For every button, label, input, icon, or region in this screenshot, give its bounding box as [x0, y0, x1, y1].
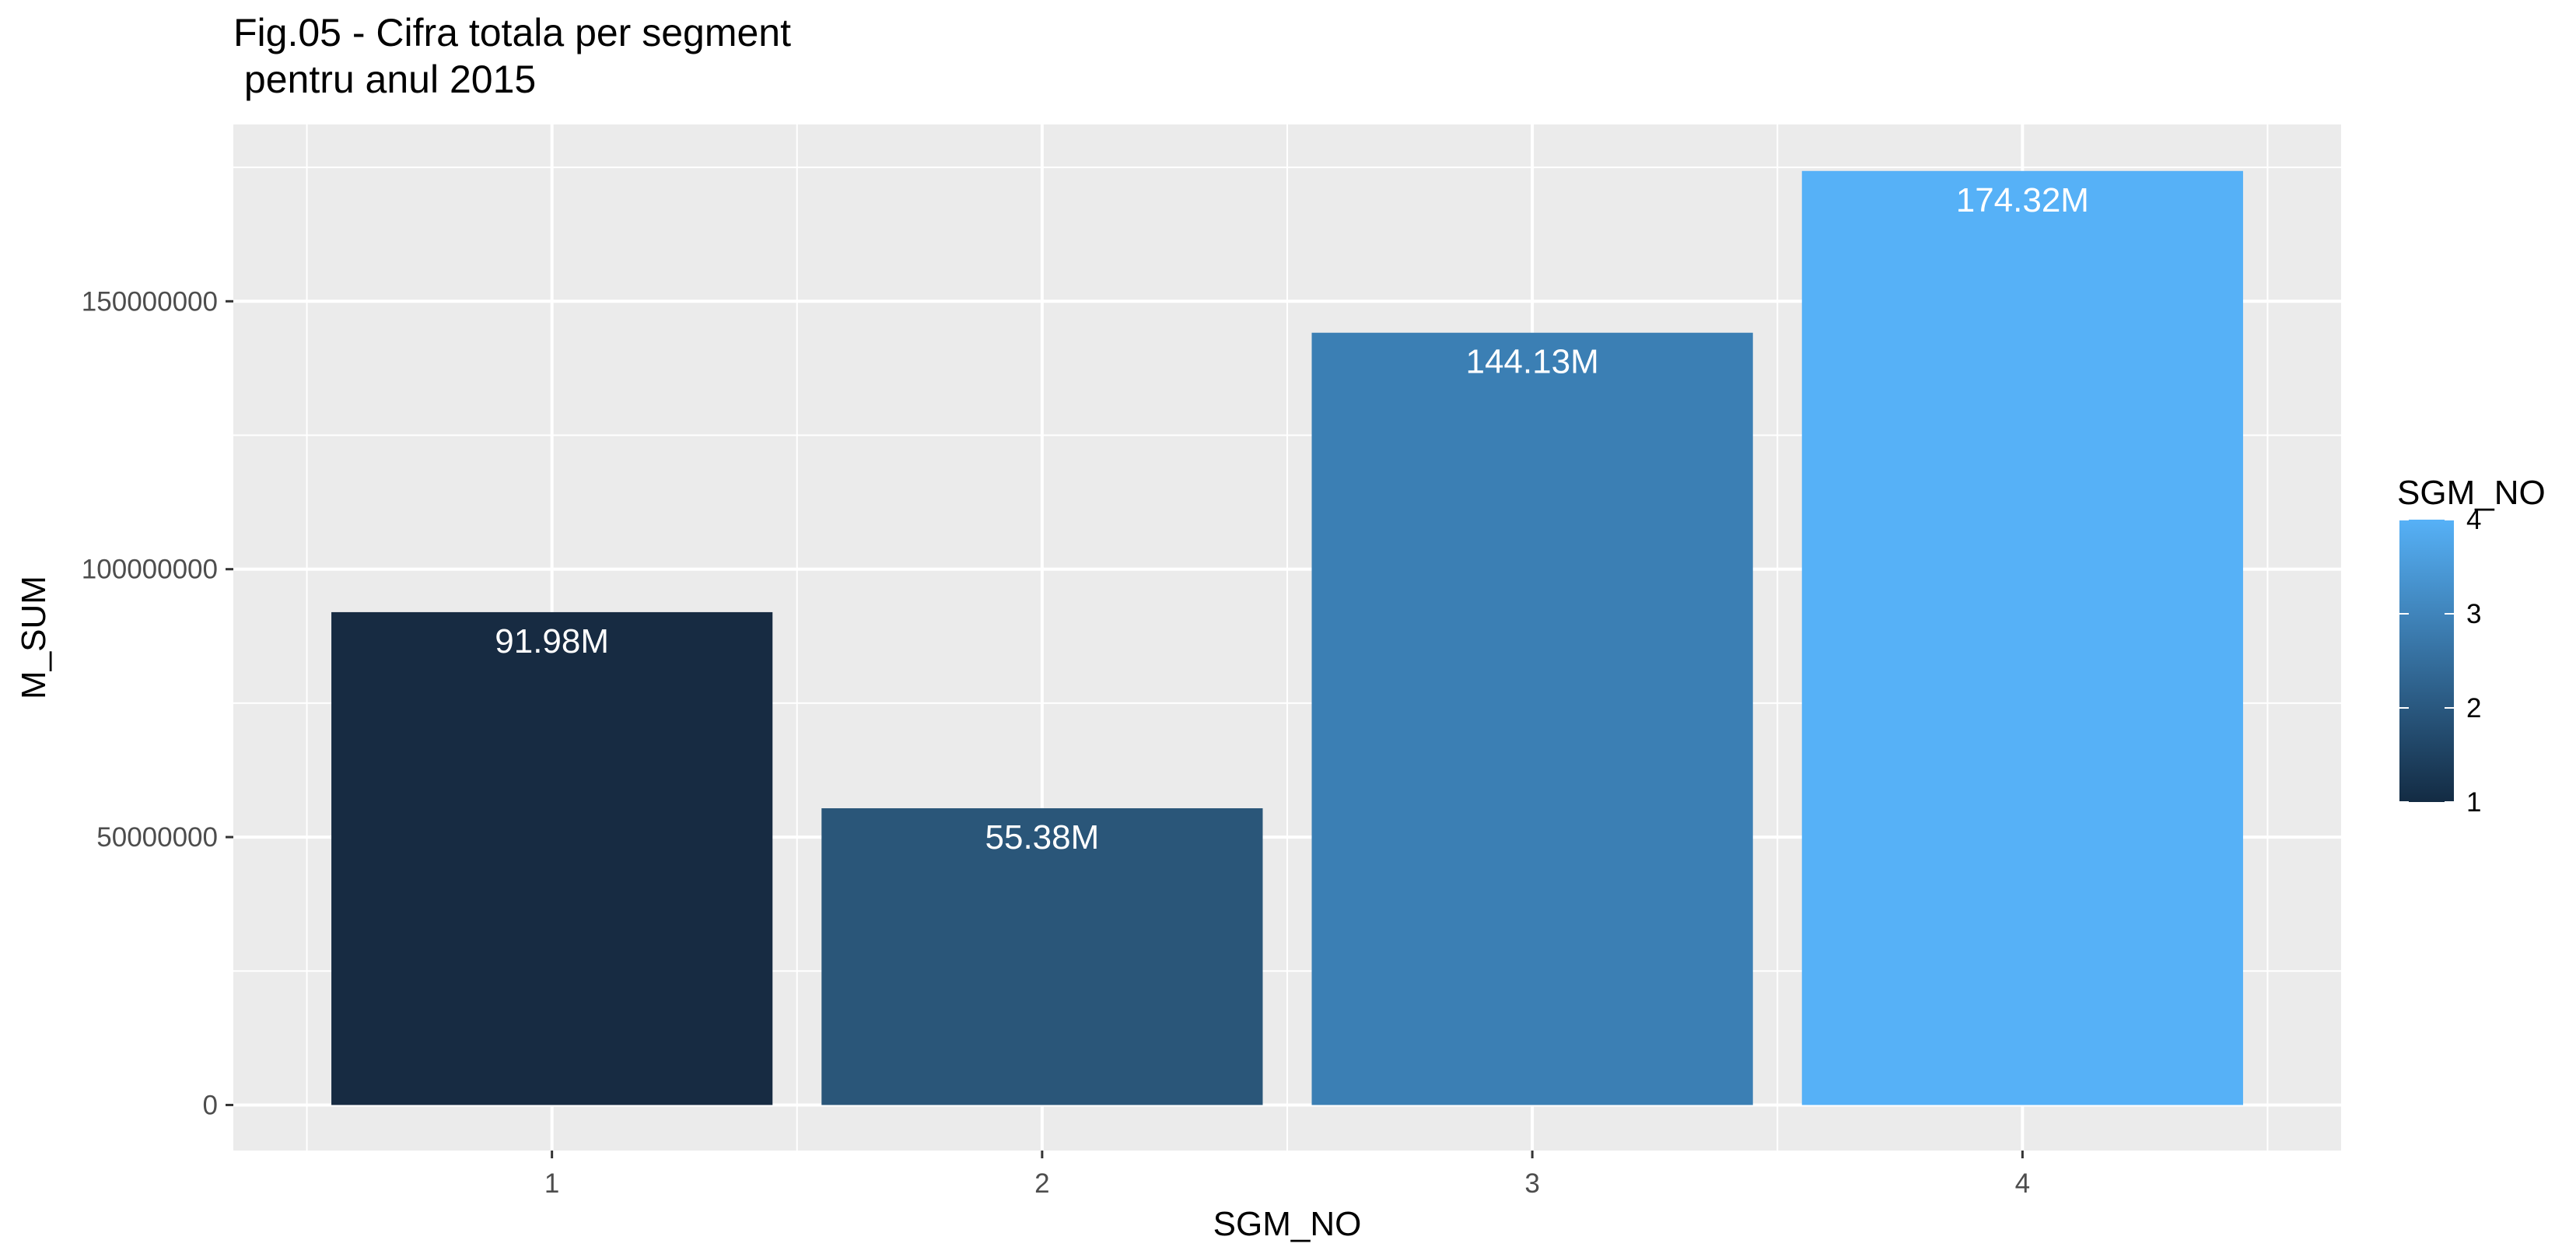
legend-tick-label: 2: [2466, 693, 2481, 723]
legend-tick-label: 3: [2466, 599, 2481, 629]
y-tick-label: 50000000: [96, 822, 218, 853]
legend-title: SGM_NO: [2397, 474, 2546, 512]
x-tick-label: 3: [1524, 1168, 1539, 1199]
x-tick-label: 1: [544, 1168, 559, 1199]
y-tick-label: 100000000: [82, 555, 218, 585]
y-tick-label: 0: [203, 1090, 218, 1120]
bar-segment-3: [1311, 332, 1753, 1105]
bar-segment-4: [1801, 170, 2243, 1105]
x-tick-label: 2: [1034, 1168, 1049, 1199]
chart-title: Fig.05 - Cifra totala per segment pentru…: [233, 11, 791, 101]
bar-data-labels: 91.98M 55.38M 144.13M 174.32M: [495, 181, 2089, 856]
legend-colorbar: [2399, 520, 2454, 802]
bar-segment-2: [821, 808, 1263, 1105]
x-axis: 1 2 3 4: [544, 1151, 2030, 1199]
bar-data-label: 174.32M: [1956, 181, 2089, 219]
x-tick-label: 4: [2015, 1168, 2030, 1199]
y-axis-title: M_SUM: [15, 576, 53, 699]
legend-tick-label: 4: [2466, 505, 2481, 535]
bars: [331, 170, 2243, 1105]
bar-data-label: 144.13M: [1465, 343, 1598, 381]
legend-ticks: 1 2 3 4: [2399, 505, 2481, 818]
y-tick-label: 150000000: [82, 286, 218, 317]
bar-data-label: 91.98M: [495, 622, 609, 660]
x-axis-title: SGM_NO: [1213, 1205, 1362, 1243]
legend-tick-label: 1: [2466, 787, 2481, 818]
legend: SGM_NO 1 2 3 4: [2397, 474, 2546, 818]
bar-segment-1: [331, 611, 773, 1105]
y-axis: 0 50000000 100000000 150000000: [82, 286, 233, 1120]
bar-data-label: 55.38M: [985, 818, 1100, 856]
